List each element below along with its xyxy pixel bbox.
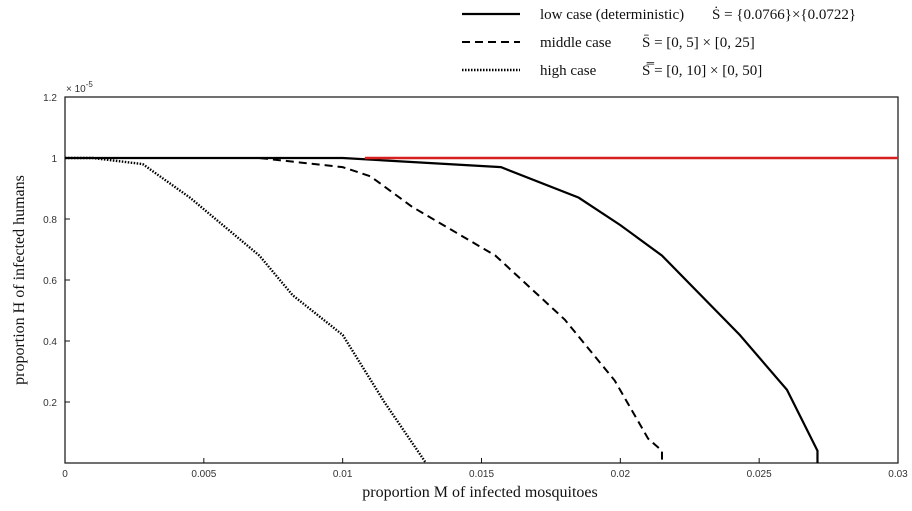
- y-tick-label: 0.8: [43, 215, 57, 226]
- y-tick-label: 0.6: [43, 276, 57, 287]
- y-tick-label: 1: [51, 154, 57, 165]
- x-tick-label: 0.03: [888, 469, 908, 480]
- legend-set: S̿ = [0, 10] × [0, 50]: [642, 63, 762, 79]
- x-axis-label: proportion M of infected mosquitoes: [362, 484, 598, 501]
- legend-label: low case (deterministic): [540, 7, 684, 23]
- legend-set: S̄ = [0, 5] × [0, 25]: [642, 35, 755, 51]
- y-multiplier: × 10-5: [66, 80, 93, 95]
- x-tick-label: 0.015: [469, 469, 494, 480]
- legend-set: Ṡ = {0.0766}×{0.0722}: [712, 6, 856, 23]
- series-line: [65, 156, 427, 464]
- x-tick-label: 0.005: [191, 469, 216, 480]
- y-axis-label: proportion H of infected humans: [11, 175, 28, 385]
- x-tick-label: 0.02: [611, 469, 631, 480]
- y-tick-label: 1.2: [43, 93, 57, 104]
- x-tick-label: 0.01: [333, 469, 353, 480]
- legend-label: high case: [540, 63, 597, 79]
- legend-label: middle case: [540, 35, 612, 51]
- y-multiplier-exponent: -5: [86, 80, 94, 89]
- series-line: [65, 156, 819, 463]
- plot-frame: [64, 96, 899, 464]
- series-line: [65, 157, 663, 463]
- x-tick-label: 0.025: [747, 469, 772, 480]
- y-multiplier-base: × 10: [66, 84, 86, 95]
- x-tick-label: 0: [62, 469, 68, 480]
- y-tick-label: 0.4: [43, 337, 57, 348]
- y-tick-label: 0.2: [43, 398, 57, 409]
